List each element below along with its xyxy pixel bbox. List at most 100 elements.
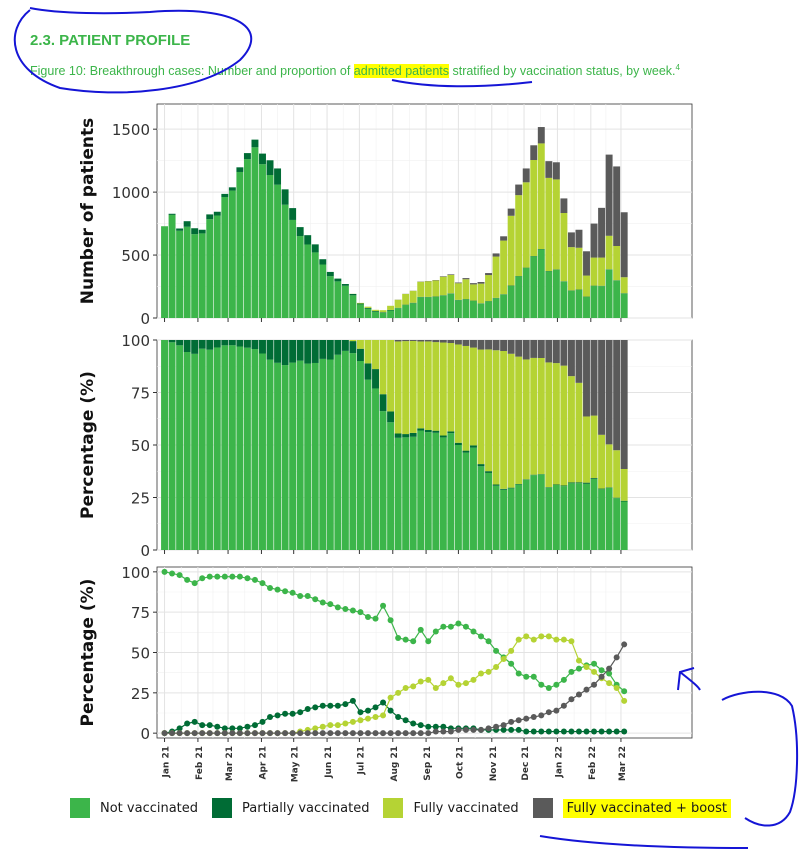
bar-boosted [417, 340, 425, 342]
bar-fully-vaccinated [620, 277, 628, 294]
bar-not-vaccinated [537, 474, 545, 550]
bar-partially-vaccinated [243, 340, 251, 348]
x-tick-label: Jul 21 [356, 746, 366, 776]
bar-fully-vaccinated [500, 240, 508, 295]
bar-fully-vaccinated [537, 143, 545, 250]
bar-fully-vaccinated [530, 160, 538, 257]
point-not-vaccinated [236, 573, 243, 580]
bar-partially-vaccinated [281, 340, 289, 366]
point-not-vaccinated [387, 617, 394, 624]
point-boosted [410, 730, 417, 737]
bar-not-vaccinated [552, 484, 560, 550]
point-not-vaccinated [312, 596, 319, 603]
legend-label-fully-vaccinated: Fully vaccinated [413, 800, 519, 816]
bar-partially-vaccinated [507, 487, 515, 489]
point-fully-vaccinated [568, 638, 575, 645]
bar-fully-vaccinated [409, 340, 417, 433]
bar-boosted [575, 340, 583, 383]
point-partially-vaccinated [515, 726, 522, 733]
point-fully-vaccinated [425, 676, 432, 683]
bar-partially-vaccinated [228, 340, 236, 346]
legend-item-boosted: Fully vaccinated + boost [532, 798, 732, 818]
bar-not-vaccinated [530, 475, 538, 550]
bar-not-vaccinated [304, 244, 312, 318]
point-boosted [425, 730, 432, 737]
bar-partially-vaccinated [304, 235, 312, 245]
bar-boosted [492, 340, 500, 351]
bar-fully-vaccinated [500, 351, 508, 489]
y-tick-label: 50 [131, 645, 150, 663]
point-boosted [493, 723, 500, 730]
bar-not-vaccinated [191, 234, 199, 318]
bar-boosted [477, 340, 485, 350]
point-not-vaccinated [432, 628, 439, 635]
y-tick-label: 75 [131, 604, 150, 622]
point-fully-vaccinated [387, 694, 394, 701]
point-boosted [349, 730, 356, 737]
bar-fully-vaccinated [492, 350, 500, 485]
bar-not-vaccinated [243, 159, 251, 318]
bar-fully-vaccinated [522, 359, 530, 480]
bar-not-vaccinated [341, 285, 349, 318]
legend-item-not-vaccinated: Not vaccinated [70, 798, 198, 818]
point-partially-vaccinated [206, 722, 213, 729]
y-tick-label: 1000 [112, 184, 150, 202]
point-not-vaccinated [372, 615, 379, 622]
point-not-vaccinated [598, 667, 605, 674]
point-partially-vaccinated [327, 702, 334, 709]
point-boosted [515, 717, 522, 724]
bar-fully-vaccinated [372, 309, 379, 311]
point-partially-vaccinated [312, 704, 319, 711]
bar-not-vaccinated [402, 305, 410, 318]
caption-text-end: stratified by vaccination status, by wee… [449, 64, 676, 79]
point-not-vaccinated [545, 684, 552, 691]
y-tick-label: 75 [131, 385, 150, 403]
point-boosted [244, 730, 251, 737]
bar-partially-vaccinated [243, 153, 251, 160]
point-partially-vaccinated [553, 728, 560, 735]
bar-not-vaccinated [432, 296, 440, 318]
bar-partially-vaccinated [515, 484, 523, 485]
bar-fully-vaccinated [583, 416, 590, 483]
point-not-vaccinated [274, 586, 281, 593]
point-partially-vaccinated [440, 723, 447, 730]
bar-fully-vaccinated [432, 280, 440, 297]
point-boosted [229, 730, 236, 737]
bar-boosted [537, 127, 545, 144]
point-partially-vaccinated [395, 714, 402, 721]
bar-boosted [515, 340, 523, 357]
bar-fully-vaccinated [439, 276, 447, 296]
bar-partially-vaccinated [274, 168, 282, 185]
bar-partially-vaccinated [560, 485, 568, 487]
bar-fully-vaccinated [552, 363, 560, 485]
bar-fully-vaccinated [402, 293, 410, 305]
bar-not-vaccinated [477, 466, 485, 550]
legend-swatch-boosted [532, 798, 553, 818]
bar-fully-vaccinated [470, 347, 477, 446]
point-boosted [568, 696, 575, 703]
point-boosted [297, 730, 304, 737]
bar-fully-vaccinated [417, 281, 425, 297]
bar-partially-vaccinated [274, 340, 282, 363]
bar-not-vaccinated [334, 281, 342, 318]
bar-partially-vaccinated [176, 228, 184, 231]
point-boosted [334, 730, 341, 737]
point-boosted [357, 730, 364, 737]
bar-partially-vaccinated [432, 430, 440, 433]
y-axis-label: Percentage (%) [78, 371, 98, 519]
y-tick-label: 25 [131, 685, 150, 703]
point-boosted [462, 726, 469, 733]
bar-fully-vaccinated [537, 357, 545, 475]
legend-label-boosted: Fully vaccinated + boost [562, 798, 732, 818]
bar-not-vaccinated [560, 486, 568, 550]
bar-partially-vaccinated [183, 221, 191, 227]
bar-fully-vaccinated [575, 382, 583, 483]
point-boosted [432, 728, 439, 735]
bar-fully-vaccinated [402, 341, 410, 435]
point-boosted [545, 709, 552, 716]
point-not-vaccinated [395, 634, 402, 641]
point-boosted [387, 730, 394, 737]
bar-partially-vaccinated [289, 340, 297, 363]
point-boosted [530, 714, 537, 721]
bar-not-vaccinated [424, 297, 432, 318]
